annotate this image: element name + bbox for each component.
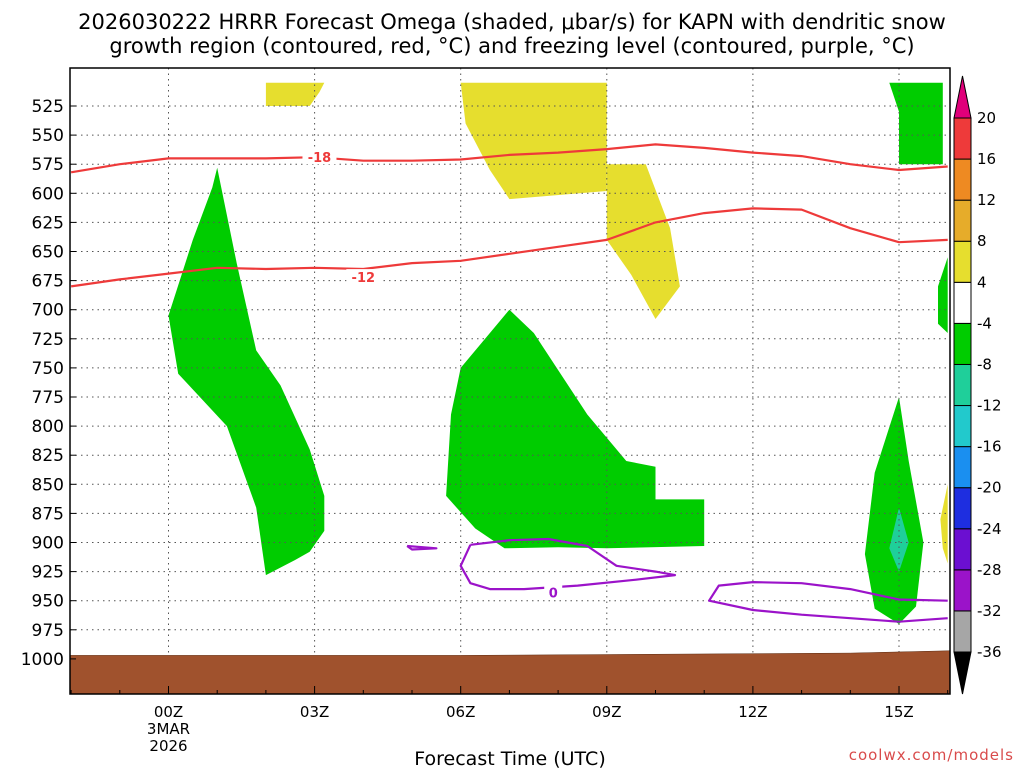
colorbar-box-3 [953,528,972,571]
colorbar-box-10 [953,240,972,283]
y-tick-label-525: 525 [32,97,64,117]
y-tick-label-950: 950 [32,592,64,612]
y-tick-label-825: 825 [32,446,64,466]
x-tick-label-03Z: 03Z [300,703,329,721]
plot-area [70,68,950,694]
colorbar-label-2: -28 [977,561,1002,579]
colorbar-label-3: -24 [977,520,1002,538]
plot-frame [69,67,951,695]
omega-region-6 [864,397,924,624]
colorbar-label-9: 4 [977,273,987,291]
colorbar-label-10: 8 [977,232,987,250]
y-tick-label-875: 875 [32,504,64,524]
colorbar-label-4: -20 [977,479,1002,497]
dgz-contour-label-1: -12 [352,271,376,286]
freezing-level-contours [406,537,948,623]
y-tick-label-900: 900 [32,534,64,554]
dgz-contour-1 [70,207,948,288]
y-tick-label-550: 550 [32,126,64,146]
contour-labels: -18 -12 0 [302,149,563,602]
colorbar-label-5: -16 [977,438,1002,456]
omega-region-8 [938,257,948,333]
y-axis-ticks: 525 550 575 600 625 650 675 700 725 750 775 800 825 8… [21,97,76,670]
dgz-contour-label-0: -18 [308,151,332,166]
omega-region-2 [606,164,680,319]
colorbar-box-5 [953,446,972,489]
x-tick-sublabel-1: 2026 [149,737,187,755]
colorbar: -36 -32 -28 -24 -20 -16 -12 -8 -4 4 8 12 16 20 [953,75,1002,695]
dgz-label-bg-0 [302,149,337,165]
colorbar-label-6: -12 [977,397,1002,415]
x-tick-sublabel-0: 3MAR [147,720,190,738]
colorbar-box-8 [953,322,972,365]
freezing-contour-label-0: 0 [549,587,558,602]
credit-text: coolwx.com/models [849,746,1014,764]
colorbar-box-4 [953,487,972,530]
y-tick-label-625: 625 [32,213,64,233]
omega-region-3 [940,484,948,564]
terrain [70,650,950,694]
y-tick-label-800: 800 [32,417,64,437]
y-tick-label-925: 925 [32,563,64,583]
x-tick-label-00Z: 00Z [154,703,183,721]
freezing-label-bg-0 [544,584,563,600]
colorbar-box-1 [953,610,972,653]
colorbar-box-7 [953,363,972,407]
freezing-contour-0 [459,537,677,591]
y-tick-label-750: 750 [32,359,64,379]
colorbar-box-13 [953,117,972,160]
omega-region-5 [446,309,705,549]
terrain-fill [70,650,950,694]
x-tick-label-12Z: 12Z [738,703,767,721]
colorbar-box-6 [953,405,972,448]
colorbar-label-7: -8 [977,355,992,373]
y-tick-label-675: 675 [32,272,64,292]
colorbar-box-9 [953,281,972,324]
colorbar-label-1: -32 [977,602,1002,620]
y-tick-label-575: 575 [32,155,64,175]
colorbar-box-11 [953,199,972,242]
x-tick-label-09Z: 09Z [592,703,621,721]
x-tick-label-15Z: 15Z [884,703,913,721]
dgz-contour-0 [70,143,948,174]
y-tick-label-975: 975 [32,621,64,641]
colorbar-label-12: 16 [977,150,996,168]
freezing-contour-1 [406,544,438,551]
y-tick-label-650: 650 [32,243,64,263]
freezing-contour-2 [707,580,948,623]
y-tick-label-1000: 1000 [21,650,64,670]
omega-region-9 [889,507,909,572]
colorbar-label-0: -36 [977,643,1002,661]
grid-lines [70,68,950,694]
omega-region-1 [460,82,607,200]
chart-title-line1: 2026030222 HRRR Forecast Omega (shaded, … [78,10,946,34]
colorbar-label-8: -4 [977,314,992,332]
y-tick-label-725: 725 [32,330,64,350]
dgz-label-bg-1 [346,269,381,285]
colorbar-label-13: 20 [977,109,996,127]
colorbar-box-2 [953,569,972,612]
y-tick-label-775: 775 [32,388,64,408]
y-tick-label-700: 700 [32,301,64,321]
y-tick-label-600: 600 [32,184,64,204]
omega-region-0 [265,82,325,106]
x-axis-label: Forecast Time (UTC) [414,748,605,768]
colorbar-box-12 [953,158,972,201]
x-tick-label-06Z: 06Z [446,703,475,721]
dgz-contours [70,143,948,288]
chart-title-line2: growth region (contoured, red, °C) and f… [109,34,914,58]
omega-region-7 [889,82,943,165]
colorbar-label-11: 12 [977,191,996,209]
y-tick-label-850: 850 [32,475,64,495]
